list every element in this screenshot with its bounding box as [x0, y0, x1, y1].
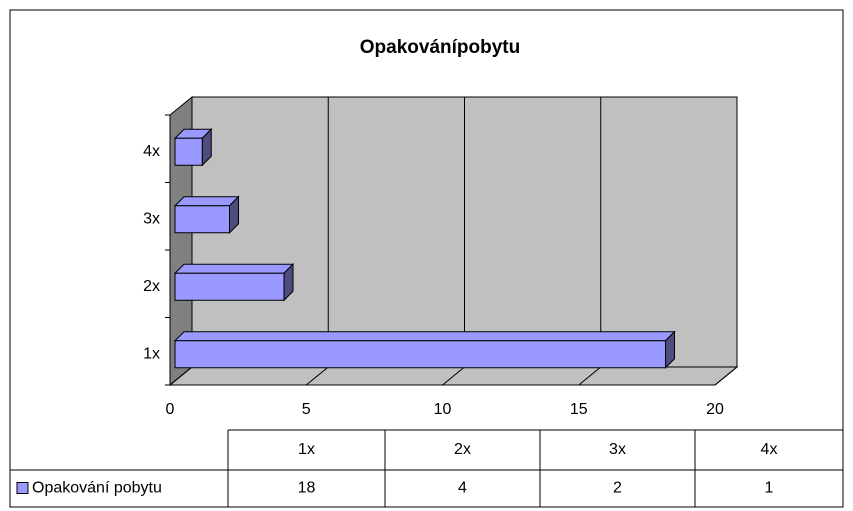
- bar-top: [173, 263, 295, 274]
- bar-front: [174, 340, 666, 369]
- chart-title: Opakovánípobytu: [360, 37, 520, 58]
- table-value: 1: [765, 480, 774, 497]
- x-tick-label: 0: [166, 401, 175, 418]
- bar: [173, 330, 676, 369]
- bar: [173, 263, 295, 302]
- table-header: 1x: [298, 441, 315, 458]
- legend-swatch: [16, 482, 29, 494]
- y-tick-label: 3x: [143, 210, 160, 227]
- table-value: 2: [613, 480, 622, 497]
- x-tick-label: 20: [706, 401, 724, 418]
- bar-top: [173, 196, 240, 207]
- bar-top: [173, 331, 676, 342]
- bar-front: [174, 205, 230, 234]
- bar: [173, 195, 240, 234]
- x-tick-label: 10: [434, 401, 452, 418]
- table-header: 3x: [609, 441, 626, 458]
- table-value: 4: [458, 480, 467, 497]
- y-tick-label: 4x: [143, 143, 160, 160]
- legend-label: Opakování pobytu: [32, 480, 162, 497]
- bar: [173, 128, 213, 167]
- y-tick-label: 1x: [143, 345, 160, 362]
- y-tick-label: 2x: [143, 278, 160, 295]
- table-header: 4x: [761, 441, 778, 458]
- table-header: 2x: [454, 441, 471, 458]
- bar-front: [174, 272, 285, 301]
- grid-line: [714, 97, 738, 386]
- table-value: 18: [298, 480, 316, 497]
- x-tick-label: 15: [570, 401, 588, 418]
- bar-front: [174, 137, 203, 166]
- x-tick-label: 5: [302, 401, 311, 418]
